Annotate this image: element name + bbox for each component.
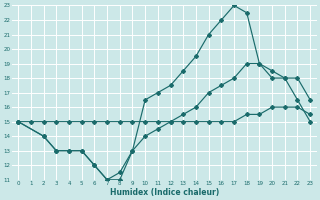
X-axis label: Humidex (Indice chaleur): Humidex (Indice chaleur) <box>109 188 219 197</box>
